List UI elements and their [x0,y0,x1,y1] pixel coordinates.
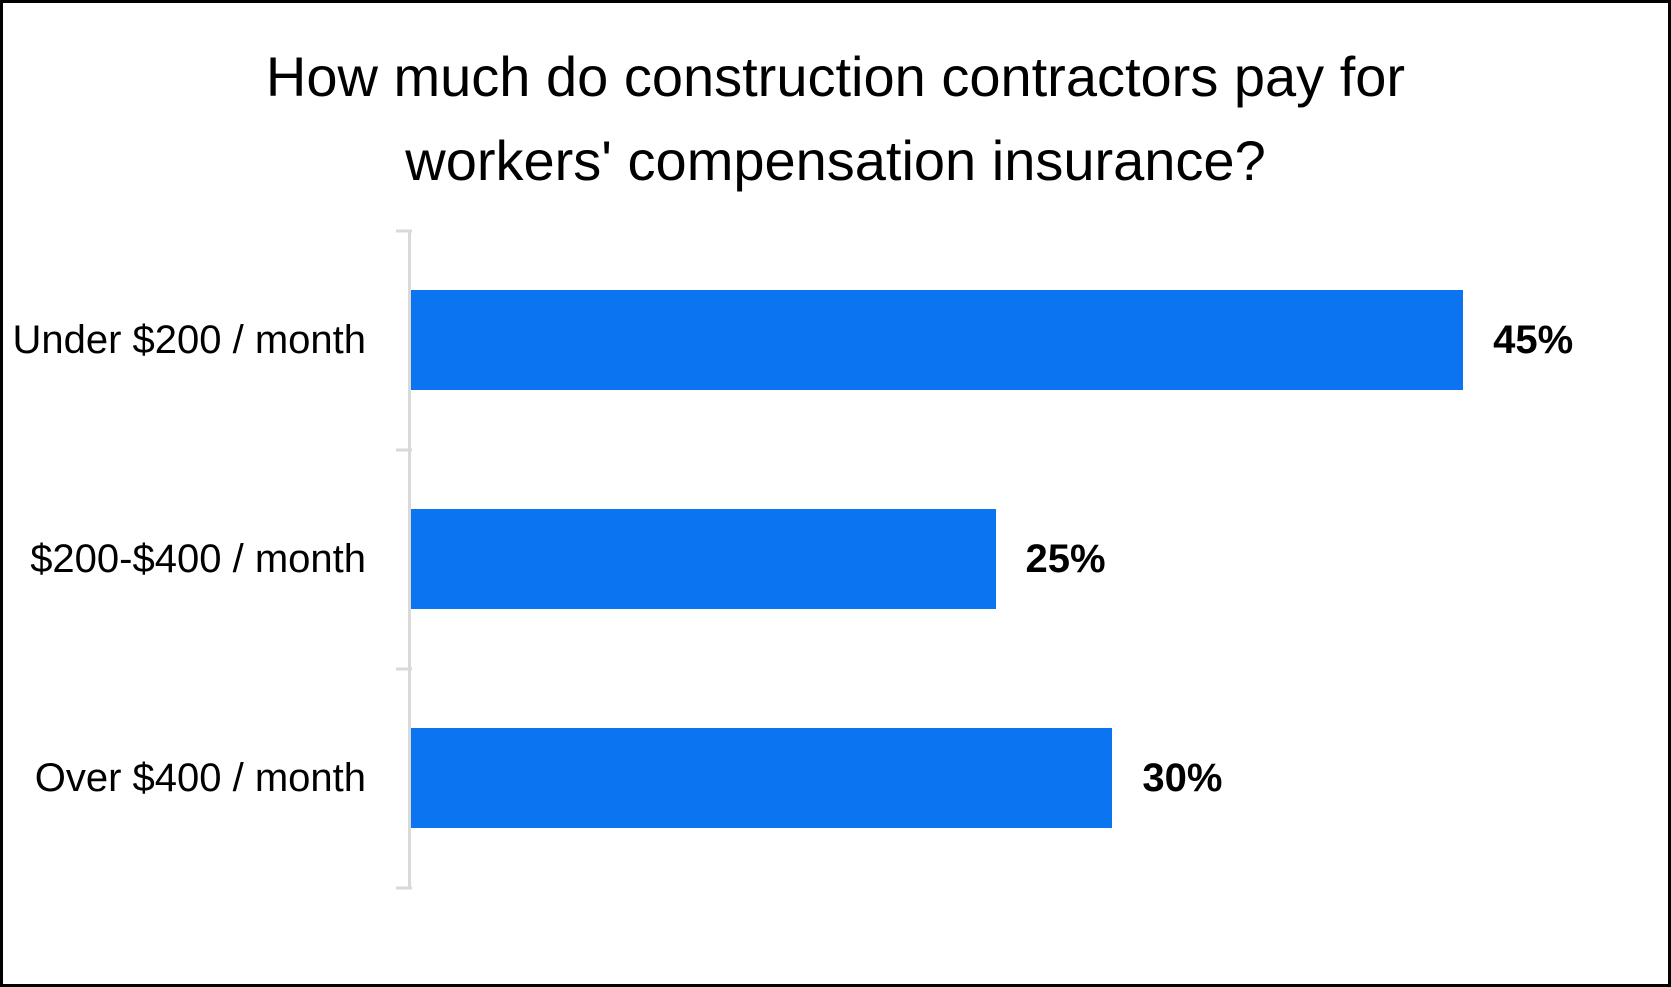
bar-chart: Under $200 / month $200-$400 / month Over … [3,229,1580,890]
category-axis-tick [396,667,412,671]
category-axis-tick [396,886,412,890]
category-label: Over $400 / month [34,756,366,800]
chart-title: How much do construction contractors pay… [3,35,1668,203]
bar-row: 25% [411,450,1580,669]
bar-1 [411,290,1464,391]
data-label: 30% [1142,755,1223,800]
data-label: 45% [1493,317,1574,362]
chart-title-line-1: How much do construction contractors pay… [265,45,1406,108]
bar-2 [411,509,996,610]
category-label: Under $200 / month [12,318,366,362]
chart-title-line-2: workers' compensation insurance? [405,129,1266,192]
bar-row: 45% [411,231,1580,450]
bar-row: 30% [411,669,1580,888]
category-label: $200-$400 / month [30,537,366,581]
bar-3 [411,728,1113,829]
category-axis-tick [396,448,412,452]
category-axis-tick [396,229,412,233]
plot-area: 45% 25% 30% [396,229,1580,890]
category-axis-labels: Under $200 / month $200-$400 / month Over … [3,231,408,888]
data-label: 25% [1025,536,1106,581]
